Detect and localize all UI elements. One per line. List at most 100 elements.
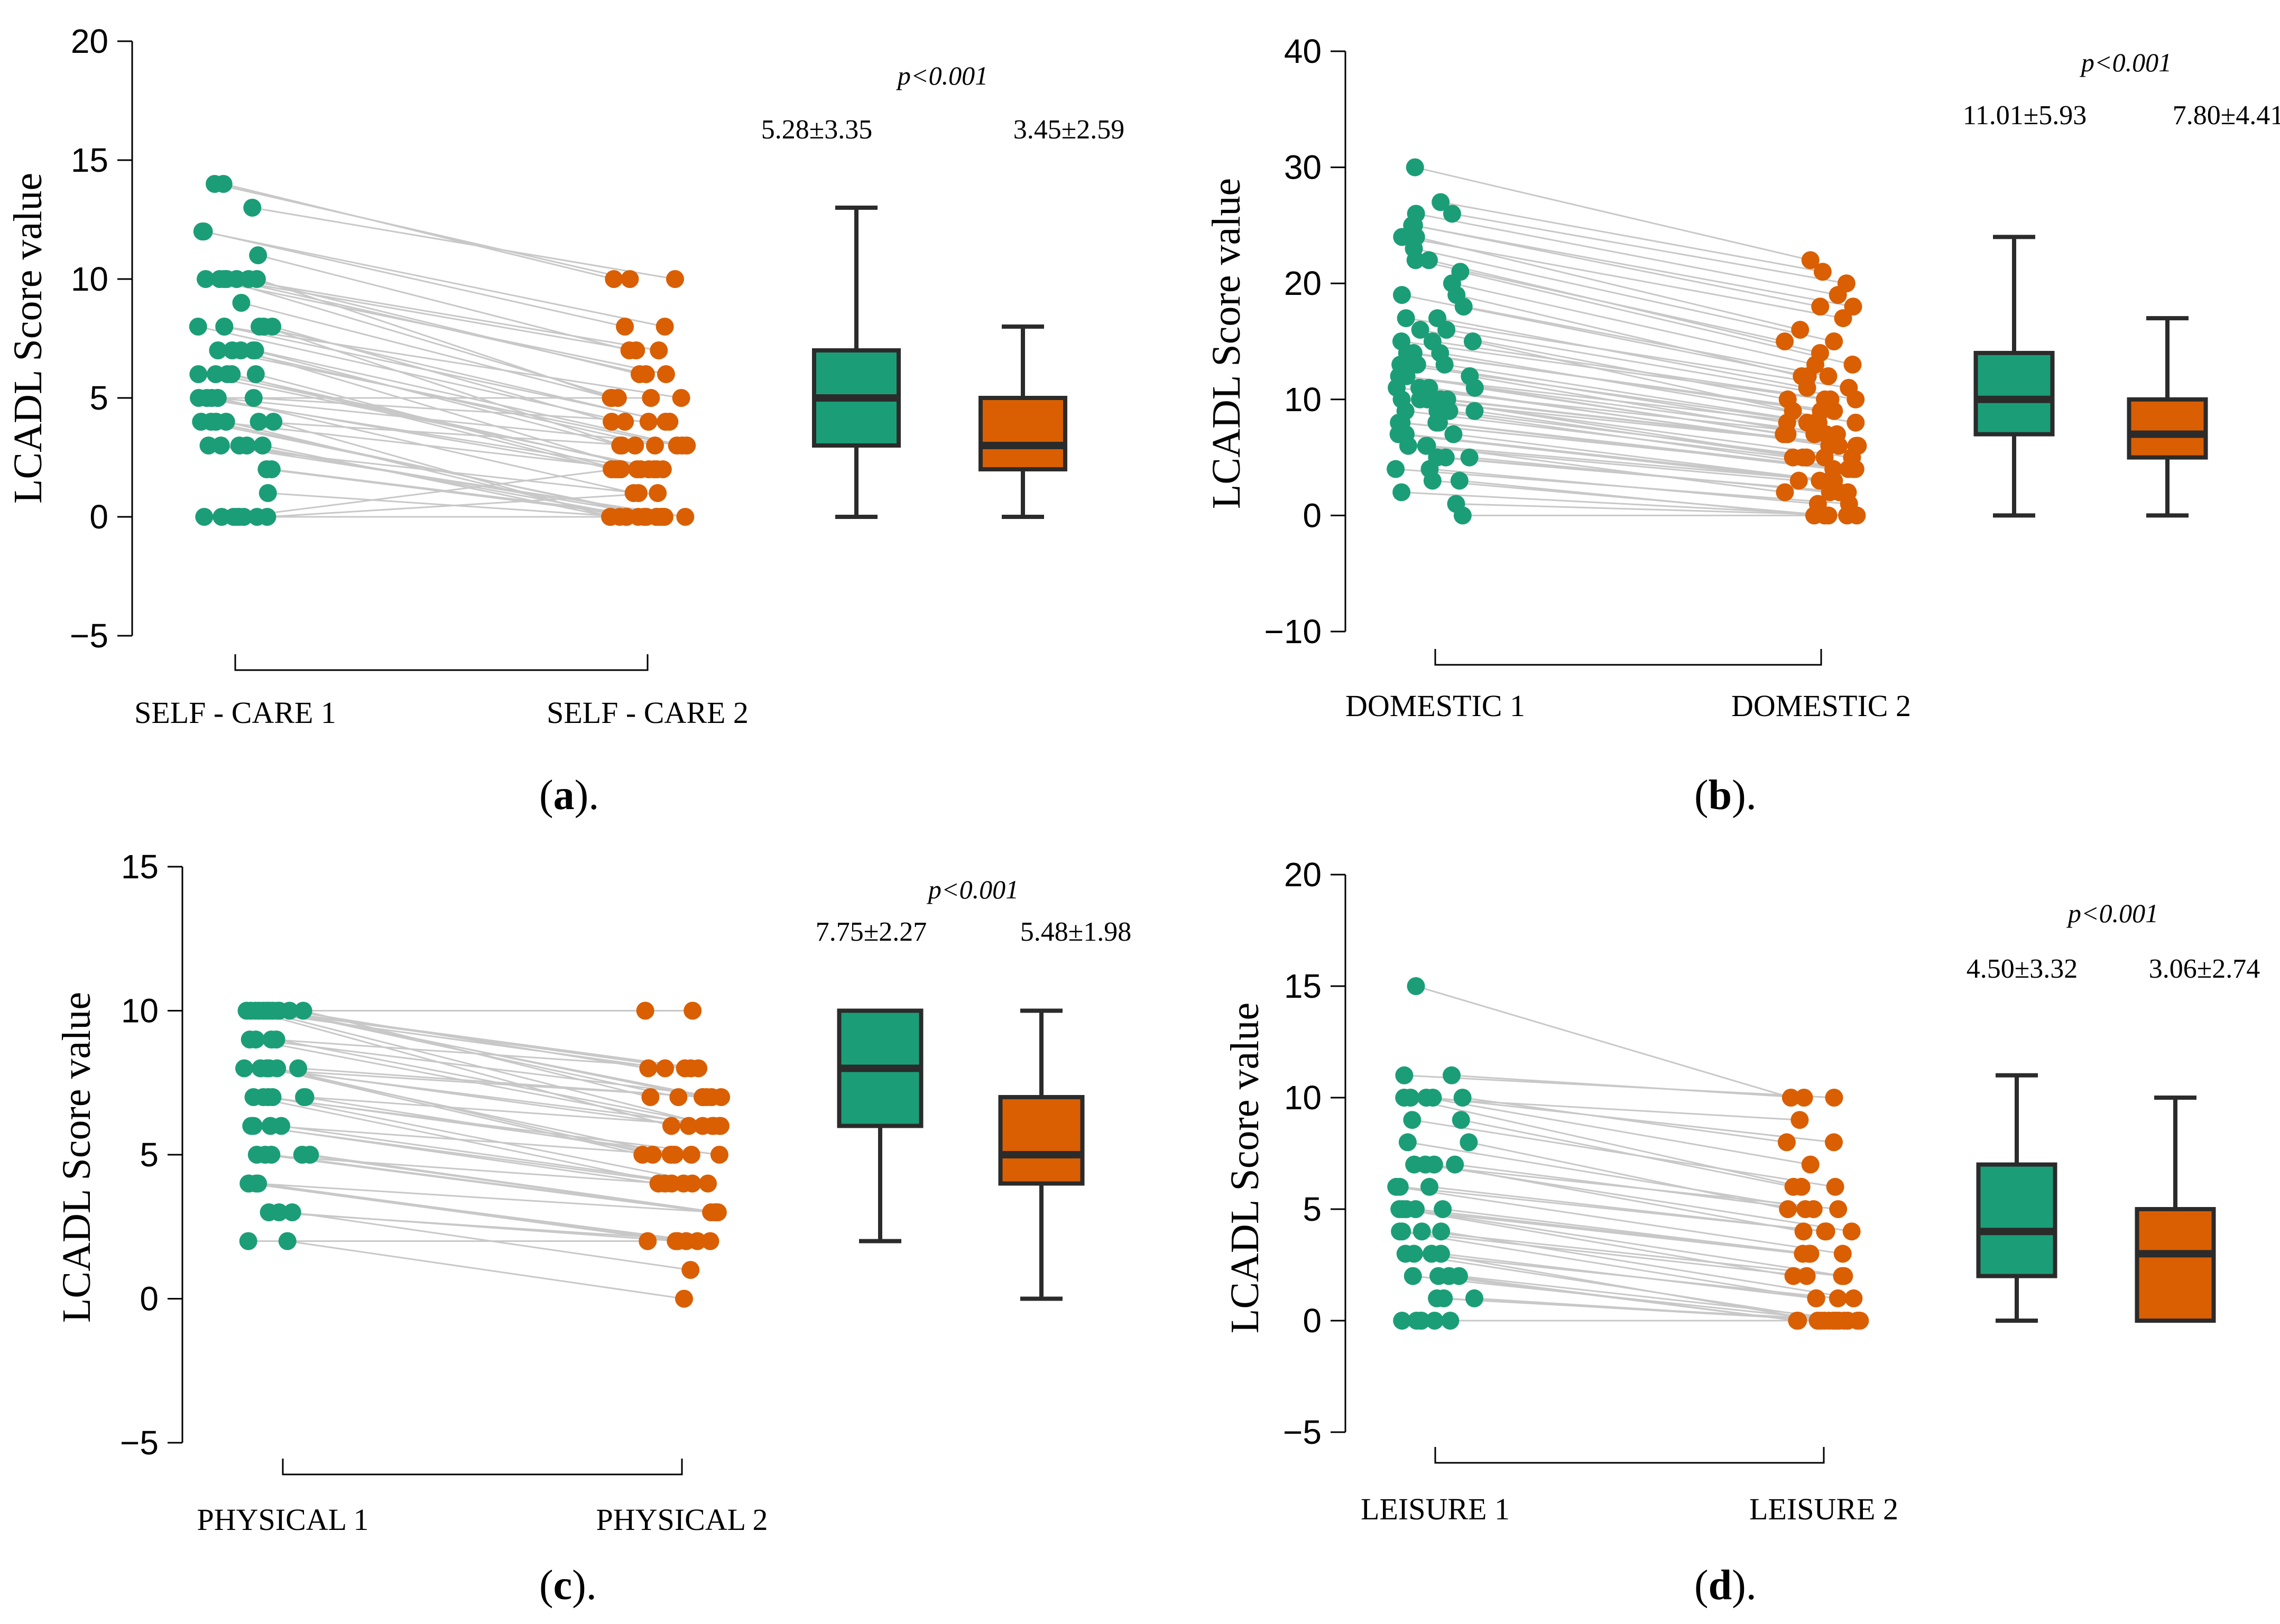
pair-line-d-34 xyxy=(1413,1275,1839,1322)
point-group1-d-10 xyxy=(1398,1133,1417,1152)
points-a xyxy=(189,175,696,526)
category-label-a-1: SELF - CARE 2 xyxy=(547,695,749,730)
point-group2-c-29 xyxy=(661,1146,680,1164)
point-group1-a-2 xyxy=(243,199,262,217)
summary-d-0: 4.50±3.32 xyxy=(1967,954,2078,984)
boxplot-b-1 xyxy=(2127,316,2208,518)
y-tick-label-a-4: 15 xyxy=(71,141,108,179)
point-group2-a-42 xyxy=(676,508,695,526)
point-group2-a-10 xyxy=(657,365,675,383)
x-bracket-line-b xyxy=(1434,649,1822,666)
point-group2-a-22 xyxy=(611,437,630,454)
point-group1-a-1 xyxy=(214,175,233,193)
pair-line-c-45 xyxy=(287,1240,685,1300)
pair-line-a-3 xyxy=(202,230,665,328)
point-group2-b-4 xyxy=(1844,298,1862,316)
boxplot-c-0 xyxy=(837,1008,924,1243)
point-group1-d-2 xyxy=(1443,1066,1461,1084)
y-tick-label-c-0: −5 xyxy=(120,1424,159,1462)
boxplot-a-0 xyxy=(812,206,901,519)
caption-d-suffix: ). xyxy=(1732,1562,1757,1609)
point-group1-c-44 xyxy=(283,1203,301,1221)
point-group1-a-18 xyxy=(189,318,207,336)
pair-line-d-7 xyxy=(1404,1097,1802,1188)
point-group1-a-19 xyxy=(254,318,273,336)
summary-d-1: 3.06±2.74 xyxy=(2149,954,2260,984)
pair-line-b-17 xyxy=(1406,317,1849,389)
p-value-c: p<0.001 xyxy=(927,875,1019,904)
caption-a: (a). xyxy=(539,772,599,820)
point-group1-a-27 xyxy=(246,365,265,383)
point-group2-c-22 xyxy=(643,1146,662,1164)
pair-line-c-41 xyxy=(248,1183,698,1242)
point-group1-a-13 xyxy=(232,294,251,312)
point-group2-c-0 xyxy=(684,1001,702,1020)
point-group2-a-0 xyxy=(621,270,639,288)
point-group2-b-33 xyxy=(1778,425,1797,443)
point-group1-d-35 xyxy=(1429,1267,1448,1285)
pair-line-a-49 xyxy=(267,492,626,518)
point-group1-a-40 xyxy=(207,413,225,431)
point-group2-b-54 xyxy=(1789,471,1808,490)
boxplot-a-1 xyxy=(979,324,1067,519)
x-bracket-line-c xyxy=(282,1459,683,1475)
caption-c-suffix: ). xyxy=(572,1562,597,1609)
pair-line-d-5 xyxy=(1462,1097,1787,1143)
point-group2-d-1 xyxy=(1825,1089,1843,1107)
pair-line-b-64 xyxy=(1456,503,1857,516)
point-group2-c-17 xyxy=(694,1088,713,1106)
y-axis-label-d: LCADL Score value xyxy=(1223,1003,1267,1333)
caption-c-letter: c xyxy=(553,1562,573,1609)
pair-line-b-2 xyxy=(1452,212,1847,284)
point-group2-a-7 xyxy=(650,341,668,359)
point-group2-a-56 xyxy=(606,460,625,478)
point-group1-c-17 xyxy=(289,1059,308,1078)
y-tick-label-c-1: 0 xyxy=(140,1280,159,1318)
point-group1-d-34 xyxy=(1404,1267,1422,1285)
point-group1-d-44 xyxy=(1412,1312,1430,1330)
pair-line-c-27 xyxy=(272,1096,708,1184)
point-group1-a-32 xyxy=(190,389,208,407)
pair-line-d-6 xyxy=(1426,1097,1811,1166)
point-group1-a-20 xyxy=(209,341,227,359)
pair-line-c-31 xyxy=(253,1125,659,1184)
point-group1-d-33 xyxy=(1450,1267,1468,1285)
point-group2-a-30 xyxy=(678,437,696,454)
y-tick-label-a-2: 5 xyxy=(89,379,108,417)
caption-a-letter: a xyxy=(553,772,575,819)
point-group2-a-52 xyxy=(617,508,636,526)
boxplot-c-1 xyxy=(998,1008,1085,1301)
point-group2-d-26 xyxy=(1844,1289,1863,1307)
point-group1-b-55 xyxy=(1417,437,1435,455)
y-tick-label-b-4: 30 xyxy=(1284,149,1322,187)
point-group2-b-3 xyxy=(1829,286,1847,304)
box-b-1 xyxy=(2127,397,2208,460)
pair-line-d-4 xyxy=(1433,1097,1834,1143)
summary-b-0: 11.01±5.93 xyxy=(1963,100,2087,131)
point-group2-d-9 xyxy=(1826,1177,1844,1196)
pair-line-d-23 xyxy=(1406,1208,1844,1277)
point-group2-c-41 xyxy=(688,1232,707,1250)
y-tick-label-a-5: 20 xyxy=(71,22,108,60)
pair-line-d-17 xyxy=(1399,1186,1826,1232)
pair-line-b-53 xyxy=(1427,445,1830,482)
pair-line-d-22 xyxy=(1402,1208,1794,1277)
point-group1-d-36 xyxy=(1465,1289,1483,1307)
point-group1-d-15 xyxy=(1425,1155,1443,1174)
pair-line-c-12 xyxy=(271,1038,691,1069)
point-group1-a-29 xyxy=(218,365,237,383)
point-group1-a-45 xyxy=(237,437,256,454)
caption-b-prefix: ( xyxy=(1694,772,1709,819)
point-group1-b-15 xyxy=(1454,298,1473,316)
pair-line-a-14 xyxy=(224,326,681,399)
point-group1-c-41 xyxy=(239,1174,258,1193)
pair-line-b-41 xyxy=(1419,398,1852,459)
pair-line-d-10 xyxy=(1407,1141,1814,1210)
pair-line-d-18 xyxy=(1396,1186,1843,1255)
pair-line-d-38 xyxy=(1444,1297,1833,1322)
y-tick-label-a-3: 10 xyxy=(71,260,108,298)
point-group1-b-61 xyxy=(1450,471,1469,490)
pair-line-b-8 xyxy=(1414,247,1834,342)
point-group2-d-15 xyxy=(1794,1222,1813,1241)
